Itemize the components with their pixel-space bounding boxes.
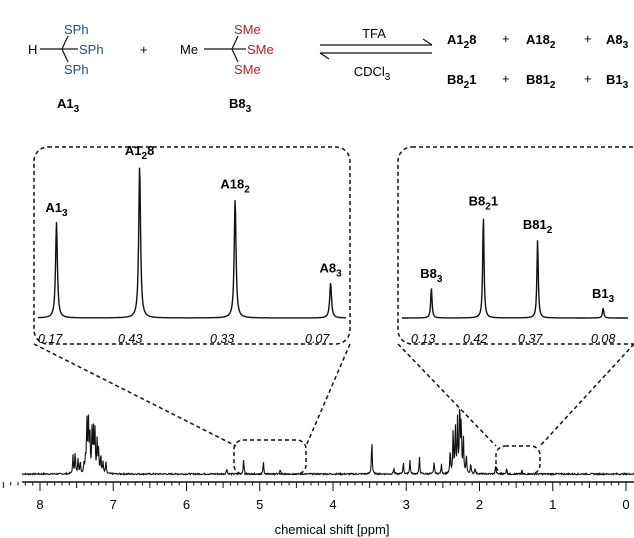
fraction-b8-3: 0.13 bbox=[411, 332, 435, 346]
x-axis-title: chemical shift [ppm] bbox=[275, 522, 390, 537]
zoom-line-left-2 bbox=[305, 343, 351, 447]
group-sme-2: SMe bbox=[247, 42, 274, 57]
bond-c-sme3 bbox=[231, 48, 239, 63]
inset-left-trace bbox=[37, 167, 346, 319]
reaction-scheme: H SPh SPh SPh A13 + Me SMe SMe SMe B83 T… bbox=[28, 22, 629, 115]
fraction-a18-2: 0.33 bbox=[210, 332, 234, 346]
product-b8-2-1: B821 bbox=[447, 72, 476, 91]
fraction-b81-2: 0.37 bbox=[518, 332, 543, 346]
zoom-line-right-1 bbox=[397, 343, 497, 447]
zoom-line-right-2 bbox=[539, 343, 634, 447]
inset-left-peak-label: A13 bbox=[45, 200, 68, 219]
group-sph-3: SPh bbox=[64, 62, 89, 77]
plus-sign-1: + bbox=[140, 42, 148, 57]
x-tick-label: 4 bbox=[329, 497, 336, 512]
inset-left-fractions: 0.17 0.43 0.33 0.07 bbox=[38, 332, 330, 346]
reactant-a-label: A13 bbox=[57, 96, 80, 115]
reactant-b: Me SMe SMe SMe B83 bbox=[180, 22, 274, 115]
atom-me: Me bbox=[180, 42, 198, 57]
group-sph-1: SPh bbox=[64, 22, 89, 37]
fraction-b1-3: 0.08 bbox=[591, 332, 615, 346]
fraction-a1-3: 0.17 bbox=[38, 332, 63, 346]
inset-left-peak-label: A182 bbox=[220, 177, 250, 196]
plus-sign-2: + bbox=[502, 31, 510, 46]
bond-c-s1 bbox=[61, 35, 69, 50]
inset-left-frame bbox=[33, 146, 351, 345]
inset-right: B83 B821 B812 B13 0.13 0.42 0.37 0.08 bbox=[397, 146, 634, 447]
reagent-tfa: TFA bbox=[362, 26, 386, 41]
atom-h: H bbox=[28, 42, 37, 57]
main-spectrum-trace bbox=[21, 409, 634, 477]
zoom-box-right bbox=[495, 445, 541, 475]
fraction-a8-3: 0.07 bbox=[305, 332, 330, 346]
product-b1-3: B13 bbox=[606, 72, 629, 91]
plus-sign-4: + bbox=[502, 71, 510, 86]
x-tick-label: 8 bbox=[36, 497, 43, 512]
bond-c-s3 bbox=[61, 48, 69, 63]
inset-right-fractions: 0.13 0.42 0.37 0.08 bbox=[411, 332, 615, 346]
x-axis: 8 7 6 5 4 3 2 1 0 bbox=[2, 481, 634, 512]
equilibrium-arrow: TFA CDCl3 bbox=[319, 26, 433, 83]
fraction-b8-2-1: 0.42 bbox=[463, 332, 487, 346]
x-tick-label: 5 bbox=[256, 497, 263, 512]
product-a1-2-8: A128 bbox=[447, 32, 476, 51]
x-tick-label: 2 bbox=[476, 497, 483, 512]
zoom-line-left-1 bbox=[33, 343, 237, 447]
inset-right-peak-label: B821 bbox=[469, 194, 498, 213]
plus-sign-5: + bbox=[584, 71, 592, 86]
reagent-solvent: CDCl3 bbox=[354, 64, 391, 83]
products-row-2: B821 + B812 + B13 bbox=[447, 71, 629, 91]
group-sme-1: SMe bbox=[234, 22, 261, 37]
inset-left: A13 A128 A182 A83 0.17 0.43 0.33 0.07 bbox=[33, 143, 351, 447]
inset-right-trace bbox=[402, 218, 628, 319]
plus-sign-3: + bbox=[584, 31, 592, 46]
x-tick-label: 1 bbox=[549, 497, 556, 512]
group-sph-2: SPh bbox=[79, 42, 104, 57]
inset-right-plot: B83 B821 B812 B13 bbox=[402, 194, 628, 319]
x-tick-label: 7 bbox=[110, 497, 117, 512]
inset-right-frame bbox=[397, 146, 634, 345]
reactant-b-label: B83 bbox=[229, 96, 252, 115]
group-sme-3: SMe bbox=[234, 62, 261, 77]
inset-right-peak-label: B13 bbox=[592, 286, 615, 305]
reactant-a: H SPh SPh SPh A13 bbox=[28, 22, 104, 115]
fraction-a1-2-8: 0.43 bbox=[118, 332, 142, 346]
inset-left-plot: A13 A128 A182 A83 bbox=[37, 143, 346, 319]
inset-left-peak-label: A83 bbox=[320, 261, 343, 280]
product-b81-2: B812 bbox=[526, 72, 556, 91]
x-tick-label: 0 bbox=[622, 497, 629, 512]
x-tick-label: 6 bbox=[183, 497, 190, 512]
products-row-1: A128 + A182 + A83 bbox=[447, 31, 629, 51]
x-tick-label: 3 bbox=[403, 497, 410, 512]
product-a8-3: A83 bbox=[606, 32, 629, 51]
main-spectrum bbox=[21, 409, 634, 477]
product-a18-2: A182 bbox=[526, 32, 556, 51]
inset-right-peak-label: B812 bbox=[523, 217, 553, 236]
inset-left-peak-label: A128 bbox=[125, 143, 154, 162]
inset-right-peak-label: B83 bbox=[420, 266, 443, 285]
bond-c-sme1 bbox=[231, 35, 239, 50]
